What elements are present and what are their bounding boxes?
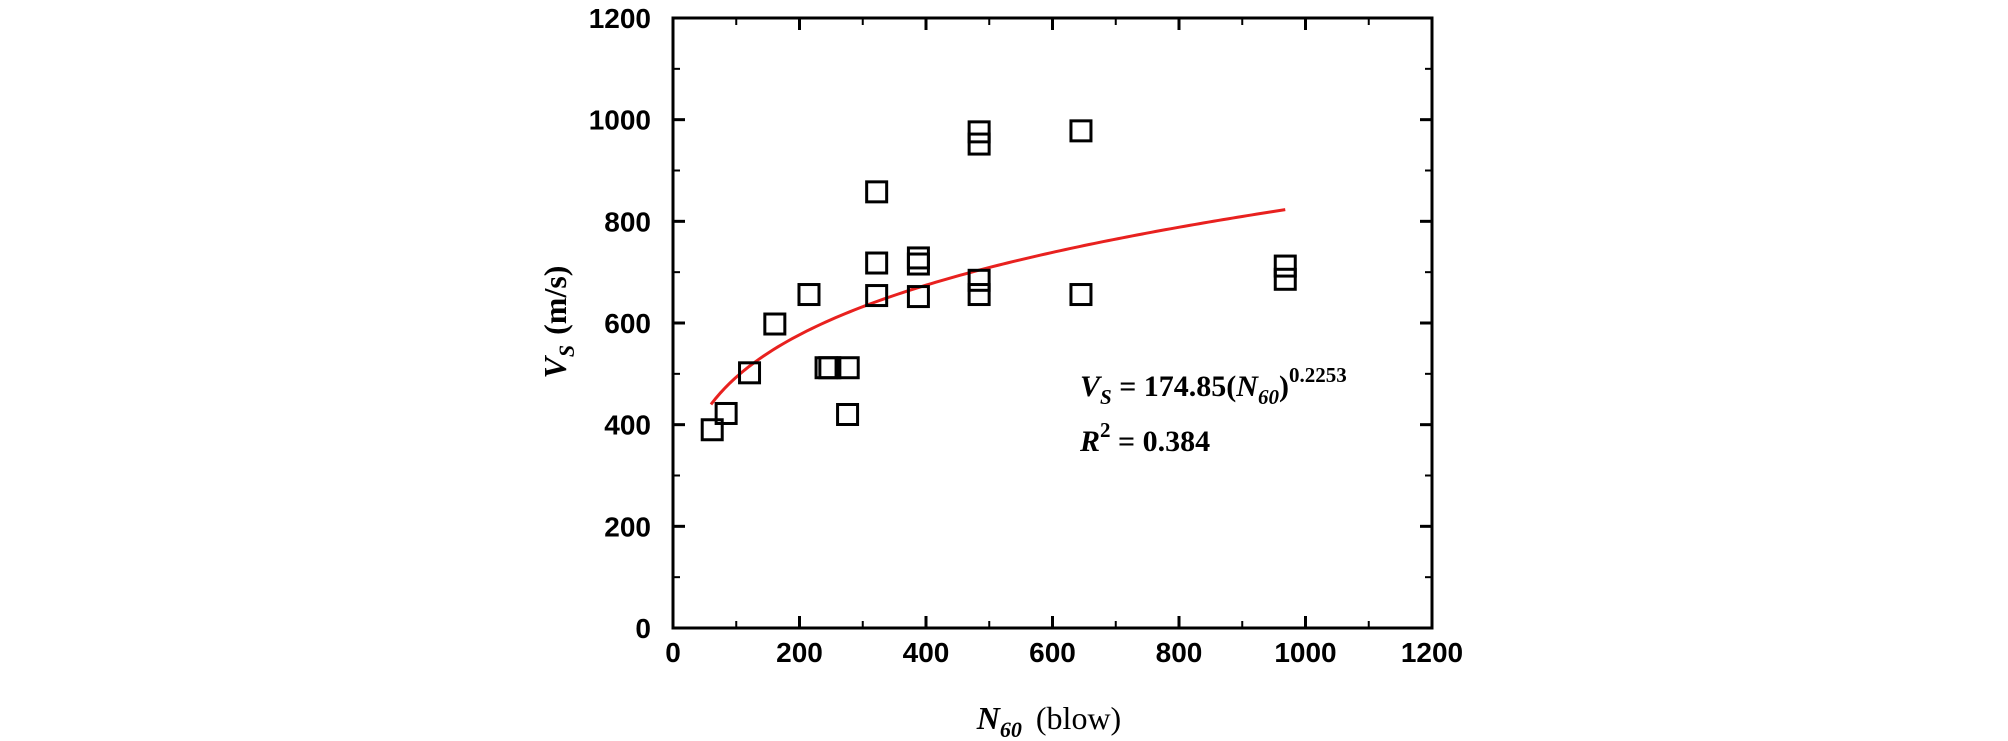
data-point: [836, 356, 860, 380]
data-point: [967, 268, 991, 292]
data-point: [818, 356, 842, 380]
data-point: [906, 285, 930, 309]
data-point: [967, 283, 991, 307]
eq-mid: = 174.85(: [1112, 370, 1237, 403]
data-points-layer: [700, 119, 1297, 442]
y-axis-label-unit: (m/s): [537, 266, 573, 335]
x-axis-label: N60 (blow): [976, 700, 1121, 741]
y-tick-label: 0: [635, 613, 651, 644]
x-tick-label: 1000: [1274, 637, 1336, 668]
x-tick-label: 600: [1029, 637, 1076, 668]
fit-equation: VS = 174.85(N60)0.2253: [1080, 363, 1347, 409]
y-axis-label-sub: S: [554, 345, 579, 357]
y-tick-label: 400: [604, 410, 651, 441]
r-squared: R2 = 0.384: [1079, 418, 1210, 458]
data-point: [1069, 119, 1093, 143]
y-tick-label: 600: [604, 308, 651, 339]
y-tick-label: 1200: [589, 3, 651, 34]
x-tick-label: 400: [903, 637, 950, 668]
eq-var: N: [1235, 370, 1259, 403]
data-point: [738, 361, 762, 385]
x-tick-label: 1200: [1401, 637, 1463, 668]
y-tick-label: 1000: [589, 105, 651, 136]
x-axis-ticks: 0 200 400 600 800 1000 1200: [665, 18, 1463, 668]
fit-curve: [709, 208, 1286, 406]
eq-exponent: 0.2253: [1289, 363, 1347, 387]
x-axis-label-unit: (blow): [1036, 700, 1121, 736]
x-tick-label: 0: [665, 637, 681, 668]
r2-rest: = 0.384: [1111, 425, 1211, 458]
x-tick-label: 800: [1156, 637, 1203, 668]
data-point: [865, 284, 889, 308]
y-axis-ticks: 0 200 400 600 800 1000 1200: [589, 3, 1432, 644]
y-tick-label: 200: [604, 511, 651, 542]
data-point: [1273, 267, 1297, 291]
eq-lhs: V: [1080, 370, 1103, 403]
eq-var-sub: 60: [1258, 385, 1280, 409]
data-point: [906, 252, 930, 276]
data-point: [865, 180, 889, 204]
data-point: [700, 418, 724, 442]
eq-close: ): [1279, 370, 1289, 403]
data-point: [836, 403, 860, 426]
data-point: [797, 283, 821, 307]
data-point: [865, 251, 889, 275]
eq-lhs-sub: S: [1100, 385, 1112, 409]
data-point: [714, 401, 738, 425]
r2-var: R: [1079, 425, 1100, 458]
y-tick-label: 800: [604, 206, 651, 237]
x-tick-label: 200: [776, 637, 823, 668]
data-point: [967, 132, 991, 156]
y-axis-label: VS (m/s): [537, 266, 579, 379]
x-axis-label-sub: 60: [1000, 717, 1022, 741]
y-axis-label-var: V: [537, 354, 573, 378]
x-axis-label-var: N: [976, 700, 1002, 736]
data-point: [1069, 283, 1093, 307]
data-point: [906, 246, 930, 270]
data-point: [967, 120, 991, 144]
data-point: [763, 312, 787, 336]
r2-exponent: 2: [1100, 418, 1111, 442]
fit-curve-layer: [709, 208, 1286, 406]
plot-frame: [671, 16, 1434, 630]
data-point: [1273, 254, 1297, 278]
